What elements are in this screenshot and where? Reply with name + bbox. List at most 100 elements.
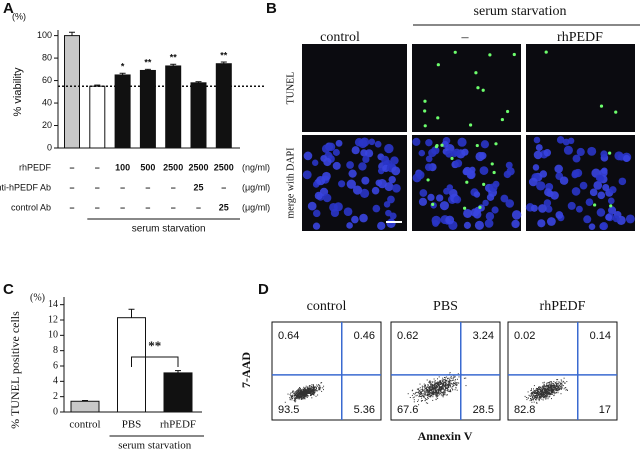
event-dot bbox=[421, 394, 423, 396]
treatment-value: 100 bbox=[115, 162, 130, 172]
treatment-name: rhPEDF bbox=[19, 162, 52, 172]
event-dot bbox=[451, 387, 453, 389]
event-dot bbox=[419, 393, 421, 395]
event-dot bbox=[436, 394, 438, 396]
event-dot bbox=[434, 385, 436, 387]
event-dot bbox=[433, 386, 435, 388]
event-dot bbox=[291, 395, 293, 397]
event-dot bbox=[543, 387, 545, 389]
event-dot bbox=[541, 386, 543, 388]
event-dot bbox=[546, 388, 548, 390]
micrograph bbox=[525, 135, 635, 231]
event-dot bbox=[551, 388, 552, 390]
event-dot bbox=[456, 385, 458, 386]
event-dot bbox=[556, 381, 558, 383]
event-dot bbox=[432, 394, 434, 396]
nucleus bbox=[486, 193, 495, 201]
quadrant-percent: 28.5 bbox=[473, 404, 494, 416]
event-dot bbox=[458, 382, 460, 384]
event-dot bbox=[423, 389, 425, 391]
event-dot bbox=[298, 398, 300, 400]
y-tick-label: 4 bbox=[53, 376, 58, 387]
event-dot bbox=[445, 381, 447, 383]
event-dot bbox=[547, 392, 549, 394]
event-dot bbox=[531, 392, 533, 394]
nucleus bbox=[359, 137, 370, 147]
event-dot bbox=[556, 389, 558, 391]
nucleus bbox=[550, 191, 559, 200]
event-dot bbox=[525, 397, 527, 398]
event-dot bbox=[436, 390, 437, 392]
event-dot bbox=[565, 387, 567, 389]
event-dot bbox=[310, 386, 312, 388]
event-dot bbox=[537, 390, 539, 392]
event-dot bbox=[414, 393, 416, 395]
event-dot bbox=[316, 389, 318, 391]
event-dot bbox=[427, 391, 429, 393]
event-dot bbox=[566, 381, 568, 383]
event-dot bbox=[447, 381, 449, 383]
event-dot bbox=[421, 385, 423, 387]
event-dot bbox=[440, 384, 442, 385]
event-dot bbox=[559, 383, 561, 385]
event-dot bbox=[318, 387, 320, 389]
event-dot bbox=[322, 387, 324, 389]
event-dot bbox=[450, 385, 451, 387]
event-dot bbox=[549, 390, 551, 392]
event-dot bbox=[425, 391, 427, 393]
event-dot bbox=[535, 387, 537, 389]
event-dot bbox=[432, 388, 434, 390]
error-bar bbox=[175, 370, 181, 373]
event-dot bbox=[421, 392, 422, 394]
event-dot bbox=[305, 392, 307, 394]
event-dot bbox=[428, 386, 430, 388]
quadrant-percent: 0.02 bbox=[514, 330, 535, 342]
event-dot bbox=[306, 397, 308, 398]
event-dot bbox=[541, 390, 543, 392]
event-dot bbox=[290, 392, 292, 394]
event-dot bbox=[300, 398, 302, 400]
significance-label: ** bbox=[170, 53, 178, 63]
event-dot bbox=[553, 388, 555, 390]
event-dot bbox=[299, 396, 301, 398]
micrograph-background bbox=[412, 44, 521, 132]
micrograph bbox=[412, 44, 521, 132]
event-dot bbox=[306, 390, 308, 392]
event-dot bbox=[555, 386, 556, 388]
event-dot bbox=[555, 384, 557, 386]
event-dot bbox=[561, 385, 563, 387]
event-dot bbox=[302, 391, 304, 393]
event-dot bbox=[436, 384, 438, 386]
event-dot bbox=[429, 393, 431, 395]
event-dot bbox=[439, 383, 441, 385]
event-dot bbox=[432, 385, 433, 387]
event-dot bbox=[299, 387, 301, 388]
event-dot bbox=[311, 390, 313, 392]
event-dot bbox=[433, 383, 435, 385]
nucleus bbox=[567, 201, 576, 210]
event-dot bbox=[545, 385, 547, 387]
event-dot bbox=[543, 397, 544, 399]
event-dot bbox=[539, 398, 541, 400]
event-dot bbox=[312, 393, 314, 395]
event-dot bbox=[316, 388, 317, 389]
event-dot bbox=[442, 396, 444, 398]
event-dot bbox=[301, 390, 302, 392]
event-dot bbox=[421, 391, 423, 392]
event-dot bbox=[433, 390, 434, 392]
event-dot bbox=[316, 384, 318, 386]
event-dot bbox=[442, 394, 444, 396]
nucleus bbox=[415, 170, 425, 180]
nucleus bbox=[595, 174, 603, 182]
event-dot bbox=[546, 395, 548, 397]
event-dot bbox=[421, 397, 423, 399]
plot-frame bbox=[507, 321, 618, 421]
event-dot bbox=[420, 393, 422, 395]
nucleus bbox=[609, 186, 617, 194]
event-dot bbox=[544, 393, 546, 395]
event-dot bbox=[435, 382, 437, 384]
event-dot bbox=[551, 382, 553, 384]
event-dot bbox=[298, 390, 299, 392]
event-dot bbox=[440, 392, 442, 394]
event-dot bbox=[455, 386, 457, 388]
